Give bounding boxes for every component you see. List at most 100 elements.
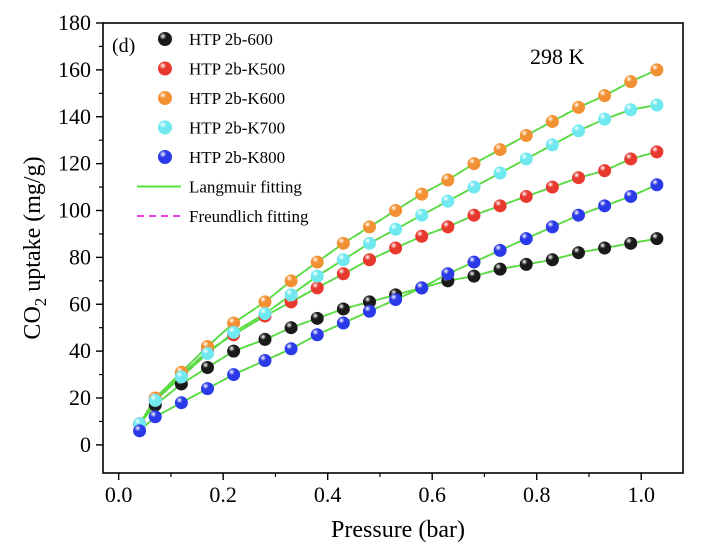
data-point	[362, 253, 376, 267]
y-axis-title-rest: uptake (mg/g)	[20, 156, 46, 297]
data-point	[148, 393, 162, 407]
axes	[102, 22, 684, 474]
data-point	[650, 63, 664, 77]
temperature-annotation: 298 K	[530, 44, 585, 69]
data-point	[415, 229, 429, 243]
data-point	[362, 304, 376, 318]
data-point	[336, 253, 350, 267]
legend-label: HTP 2b-600	[189, 30, 273, 49]
x-axis-title: Pressure (bar)	[331, 517, 465, 543]
data-point	[284, 274, 298, 288]
legend-marker	[158, 32, 172, 46]
data-point	[415, 281, 429, 295]
data-point	[336, 267, 350, 281]
data-point	[571, 100, 585, 114]
legend-label: HTP 2b-K600	[189, 89, 285, 108]
data-point	[519, 257, 533, 271]
data-point	[148, 410, 162, 424]
data-point	[624, 189, 638, 203]
data-point	[258, 332, 272, 346]
data-point	[227, 325, 241, 339]
y-axis-title-subscript: 2	[31, 298, 50, 307]
ticks: 0.0 0.2 0.4 0.6 0.8 1.0 0 20 40 60 80 100 120 140 160 1…	[58, 10, 655, 507]
legend-label: HTP 2b-K500	[189, 60, 285, 79]
legend-marker	[158, 120, 172, 135]
data-point	[201, 382, 215, 396]
x-tick-label: 0.2	[209, 482, 237, 507]
data-point	[650, 145, 664, 159]
data-point	[201, 361, 215, 375]
data-point	[201, 346, 215, 360]
data-point	[258, 307, 272, 321]
data-point	[362, 236, 376, 250]
data-point	[174, 396, 188, 410]
data-point	[284, 288, 298, 302]
legend: HTP 2b-600 HTP 2b-K500 HTP 2b-K600 HTP 2b-K…	[137, 30, 309, 226]
legend-label: Langmuir fitting	[189, 178, 302, 197]
data-point	[284, 321, 298, 335]
data-point	[336, 302, 350, 316]
y-axis-title-main: CO	[20, 306, 46, 339]
data-point	[310, 311, 324, 325]
data-point	[519, 189, 533, 203]
langmuir-fit-line	[138, 237, 658, 425]
data-point	[598, 112, 612, 126]
plot-frame	[102, 22, 684, 474]
x-tick-label: 0.6	[418, 482, 446, 507]
y-tick-label: 80	[69, 244, 91, 269]
y-tick-label: 180	[58, 10, 91, 35]
data-point	[493, 166, 507, 180]
data-point	[598, 199, 612, 213]
y-tick-label: 100	[58, 198, 91, 223]
data-point	[336, 236, 350, 250]
data-point	[571, 246, 585, 260]
y-tick-label: 0	[80, 432, 91, 457]
data-point	[415, 208, 429, 222]
legend-marker	[158, 150, 172, 164]
data-point	[519, 152, 533, 166]
data-point	[493, 243, 507, 257]
y-tick-label: 20	[69, 385, 91, 410]
data-point	[389, 293, 403, 307]
data-point	[519, 129, 533, 142]
data-point	[284, 342, 298, 356]
y-axis-title: CO2 uptake (mg/g)	[20, 156, 50, 339]
y-tick-label: 120	[58, 151, 91, 176]
data-point	[336, 316, 350, 330]
y-tick-label: 160	[58, 57, 91, 82]
data-point	[598, 241, 612, 255]
data-point	[493, 262, 507, 276]
data-point	[389, 222, 403, 236]
data-point	[650, 178, 664, 192]
data-point	[389, 204, 403, 217]
legend-label: HTP 2b-K800	[189, 148, 285, 167]
data-point	[571, 171, 585, 185]
data-point	[467, 255, 481, 269]
data-point	[467, 208, 481, 222]
data-point	[310, 328, 324, 342]
data-point	[362, 220, 376, 234]
data-point	[389, 241, 403, 255]
data-point	[467, 269, 481, 283]
x-tick-label: 0.4	[314, 482, 342, 507]
legend-marker	[158, 91, 172, 105]
data-point	[519, 232, 533, 246]
data-point	[545, 220, 559, 234]
legend-label: Freundlich fitting	[189, 207, 309, 226]
data-point	[624, 75, 638, 89]
data-point	[493, 143, 507, 157]
data-point	[571, 124, 585, 138]
data-point	[493, 199, 507, 213]
panel-label: (d)	[112, 35, 135, 57]
data-point	[258, 354, 272, 367]
data-point	[441, 220, 455, 234]
data-point	[545, 180, 559, 194]
data-point	[227, 316, 241, 330]
data-point	[441, 173, 455, 187]
data-point	[545, 253, 559, 267]
data-point	[227, 344, 241, 358]
data-point	[598, 89, 612, 103]
data-point	[545, 138, 559, 152]
data-point	[310, 269, 324, 283]
